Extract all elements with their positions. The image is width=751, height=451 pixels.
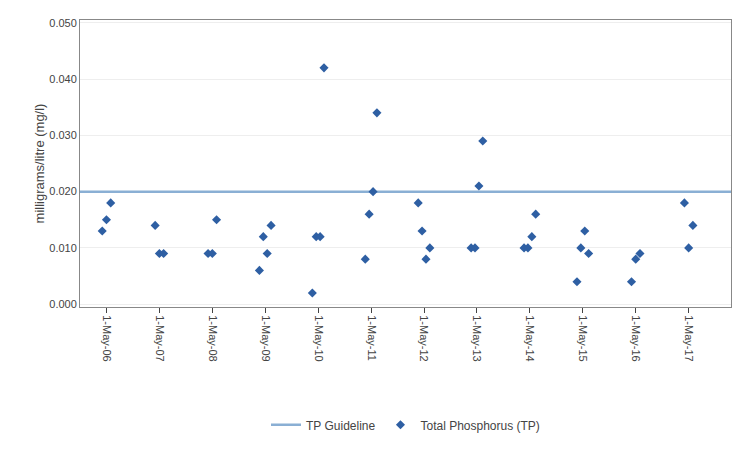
svg-text:0.050: 0.050: [49, 17, 77, 29]
svg-text:milligrams/litre (mg/l): milligrams/litre (mg/l): [32, 104, 47, 224]
svg-text:0.030: 0.030: [49, 129, 77, 141]
svg-text:1-May-11: 1-May-11: [366, 315, 378, 361]
svg-text:1-May-07: 1-May-07: [154, 315, 166, 361]
svg-text:Total Phosphorus (TP): Total Phosphorus (TP): [420, 419, 539, 433]
svg-text:1-May-08: 1-May-08: [207, 315, 219, 361]
svg-text:0.000: 0.000: [49, 298, 77, 310]
svg-text:0.040: 0.040: [49, 73, 77, 85]
svg-text:1-May-16: 1-May-16: [630, 315, 642, 361]
svg-text:1-May-15: 1-May-15: [577, 315, 589, 361]
svg-text:1-May-13: 1-May-13: [471, 315, 483, 361]
svg-text:0.010: 0.010: [49, 242, 77, 254]
svg-text:1-May-17: 1-May-17: [683, 315, 695, 361]
svg-text:1-May-12: 1-May-12: [418, 315, 430, 361]
svg-text:0.020: 0.020: [49, 185, 77, 197]
svg-text:1-May-14: 1-May-14: [524, 315, 536, 361]
svg-text:TP Guideline: TP Guideline: [306, 419, 375, 433]
svg-text:1-May-10: 1-May-10: [313, 315, 325, 361]
svg-text:1-May-06: 1-May-06: [101, 315, 113, 361]
svg-text:1-May-09: 1-May-09: [260, 315, 272, 361]
